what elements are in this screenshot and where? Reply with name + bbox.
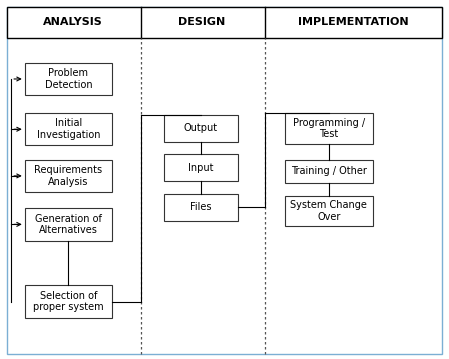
- Bar: [25, 208, 112, 241]
- Text: IMPLEMENTATION: IMPLEMENTATION: [298, 18, 409, 27]
- Bar: [164, 115, 238, 142]
- Bar: [25, 285, 112, 318]
- Bar: [25, 160, 112, 192]
- Bar: [25, 113, 112, 145]
- Bar: [285, 160, 373, 183]
- Text: Output: Output: [184, 123, 218, 133]
- Bar: [25, 63, 112, 95]
- Text: Files: Files: [190, 202, 211, 212]
- Text: ANALYSIS: ANALYSIS: [43, 18, 103, 27]
- Text: Generation of
Alternatives: Generation of Alternatives: [35, 214, 102, 235]
- Text: Programming /
Test: Programming / Test: [293, 117, 365, 139]
- Text: Training / Other: Training / Other: [291, 167, 367, 176]
- Text: Selection of
proper system: Selection of proper system: [33, 291, 104, 312]
- Text: DESIGN: DESIGN: [178, 18, 226, 27]
- Bar: [164, 154, 238, 181]
- Text: Initial
Investigation: Initial Investigation: [37, 118, 100, 140]
- Bar: [164, 194, 238, 221]
- Bar: [285, 113, 373, 144]
- Text: Problem
Detection: Problem Detection: [44, 68, 92, 90]
- Bar: [7, 7, 442, 38]
- Text: System Change
Over: System Change Over: [291, 200, 367, 222]
- Bar: [285, 196, 373, 226]
- Text: Input: Input: [188, 163, 214, 173]
- Text: Requirements
Analysis: Requirements Analysis: [35, 165, 102, 187]
